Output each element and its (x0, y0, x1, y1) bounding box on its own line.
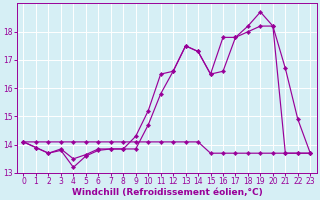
X-axis label: Windchill (Refroidissement éolien,°C): Windchill (Refroidissement éolien,°C) (72, 188, 262, 197)
